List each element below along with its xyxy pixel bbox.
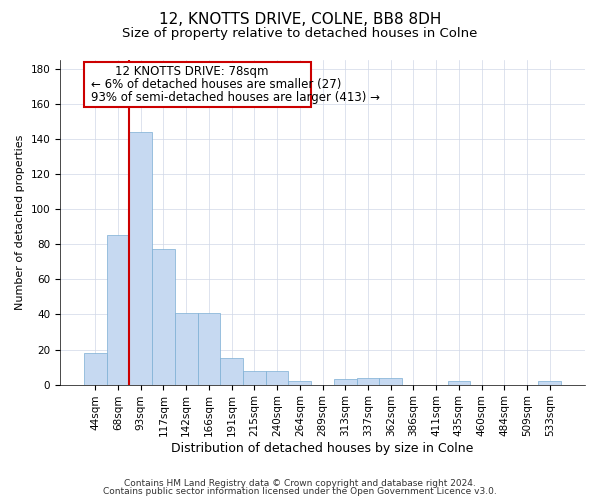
Bar — [175, 312, 197, 384]
Bar — [107, 236, 130, 384]
Text: Contains HM Land Registry data © Crown copyright and database right 2024.: Contains HM Land Registry data © Crown c… — [124, 478, 476, 488]
Bar — [266, 370, 289, 384]
Text: 93% of semi-detached houses are larger (413) →: 93% of semi-detached houses are larger (… — [91, 92, 380, 104]
X-axis label: Distribution of detached houses by size in Colne: Distribution of detached houses by size … — [172, 442, 474, 455]
Bar — [130, 132, 152, 384]
Bar — [289, 381, 311, 384]
Bar — [243, 370, 266, 384]
Bar — [334, 380, 356, 384]
Bar — [538, 381, 561, 384]
FancyBboxPatch shape — [84, 62, 311, 108]
Bar — [379, 378, 402, 384]
Y-axis label: Number of detached properties: Number of detached properties — [15, 134, 25, 310]
Text: Size of property relative to detached houses in Colne: Size of property relative to detached ho… — [122, 28, 478, 40]
Bar — [448, 381, 470, 384]
Text: Contains public sector information licensed under the Open Government Licence v3: Contains public sector information licen… — [103, 487, 497, 496]
Bar — [152, 250, 175, 384]
Bar — [356, 378, 379, 384]
Bar — [197, 312, 220, 384]
Text: ← 6% of detached houses are smaller (27): ← 6% of detached houses are smaller (27) — [91, 78, 341, 92]
Bar — [84, 353, 107, 384]
Text: 12, KNOTTS DRIVE, COLNE, BB8 8DH: 12, KNOTTS DRIVE, COLNE, BB8 8DH — [159, 12, 441, 28]
Bar — [220, 358, 243, 384]
Text: 12 KNOTTS DRIVE: 78sqm: 12 KNOTTS DRIVE: 78sqm — [115, 66, 269, 78]
